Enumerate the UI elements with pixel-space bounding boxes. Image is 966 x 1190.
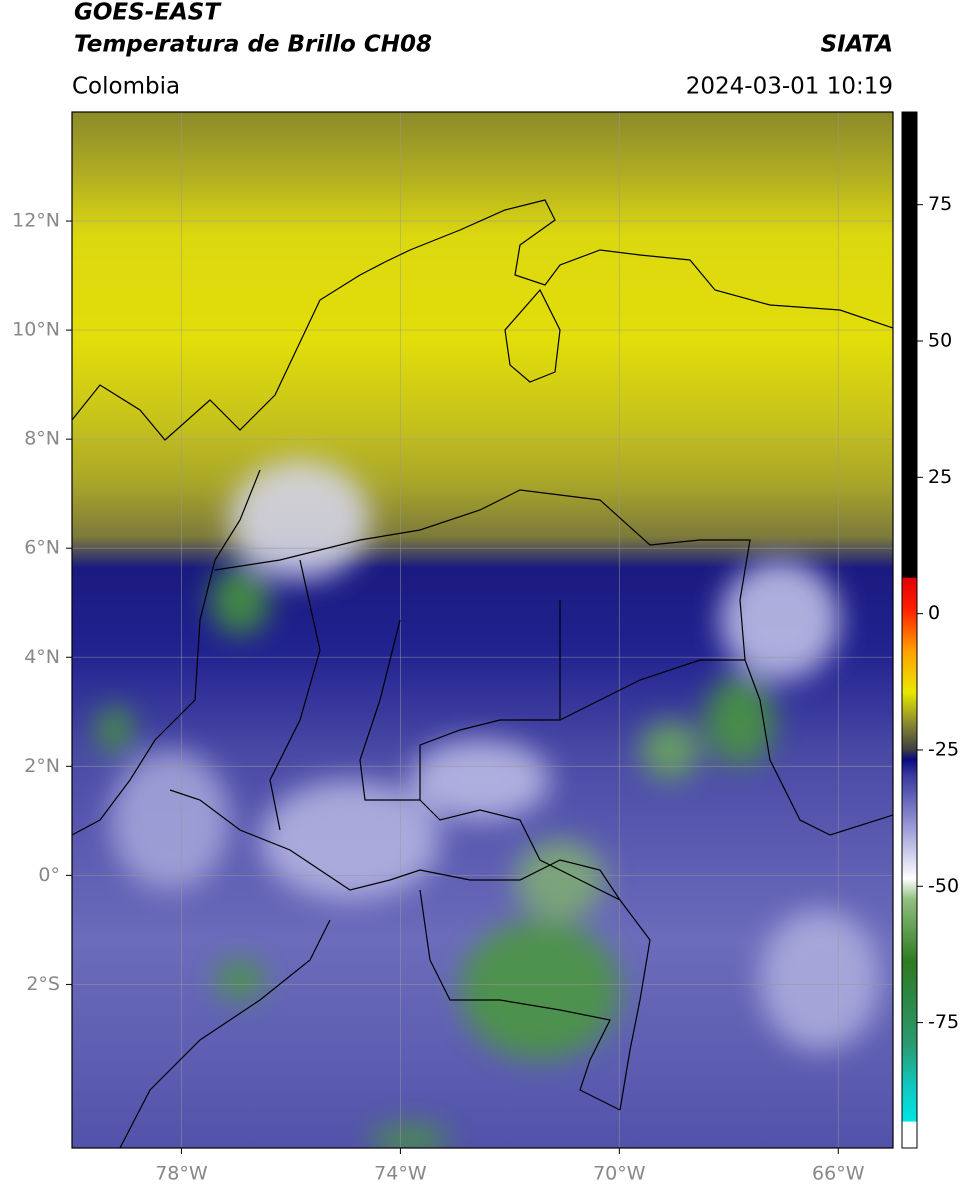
region: Colombia xyxy=(72,74,180,100)
y-tick-label: 0° xyxy=(38,864,60,886)
colorbar-tick-label: -25 xyxy=(928,738,959,760)
graticule xyxy=(72,112,893,1148)
y-tick-label: 10°N xyxy=(12,319,60,341)
y-tick-label: 4°N xyxy=(24,646,60,668)
source: SIATA xyxy=(821,32,893,58)
x-tick-label: 74°W xyxy=(374,1163,427,1185)
title: GOES-EAST xyxy=(74,0,222,26)
satellite-image xyxy=(72,112,893,1148)
timestamp: 2024-03-01 10:19 xyxy=(686,74,893,100)
colorbar-tick-label: -50 xyxy=(928,875,959,897)
colorbar-tick-label: 50 xyxy=(928,330,952,352)
y-tick-label: 2°N xyxy=(24,755,60,777)
colorbar-tick-label: 75 xyxy=(928,193,952,215)
borders xyxy=(72,199,893,1148)
colorbar-tick-label: 25 xyxy=(928,466,952,488)
map-frame xyxy=(71,111,894,1149)
x-tick-label: 70°W xyxy=(593,1163,646,1185)
colorbar xyxy=(901,111,918,1149)
x-tick-label: 66°W xyxy=(812,1163,865,1185)
colorbar-tick-label: 0 xyxy=(928,602,940,624)
y-tick-label: 12°N xyxy=(12,210,60,232)
colorbar-tick-label: -75 xyxy=(928,1011,959,1033)
y-tick-label: 8°N xyxy=(24,428,60,450)
x-tick-label: 78°W xyxy=(155,1163,208,1185)
y-tick-label: 2°S xyxy=(26,973,60,995)
subtitle: Temperatura de Brillo CH08 xyxy=(74,32,432,58)
y-tick-label: 6°N xyxy=(24,537,60,559)
